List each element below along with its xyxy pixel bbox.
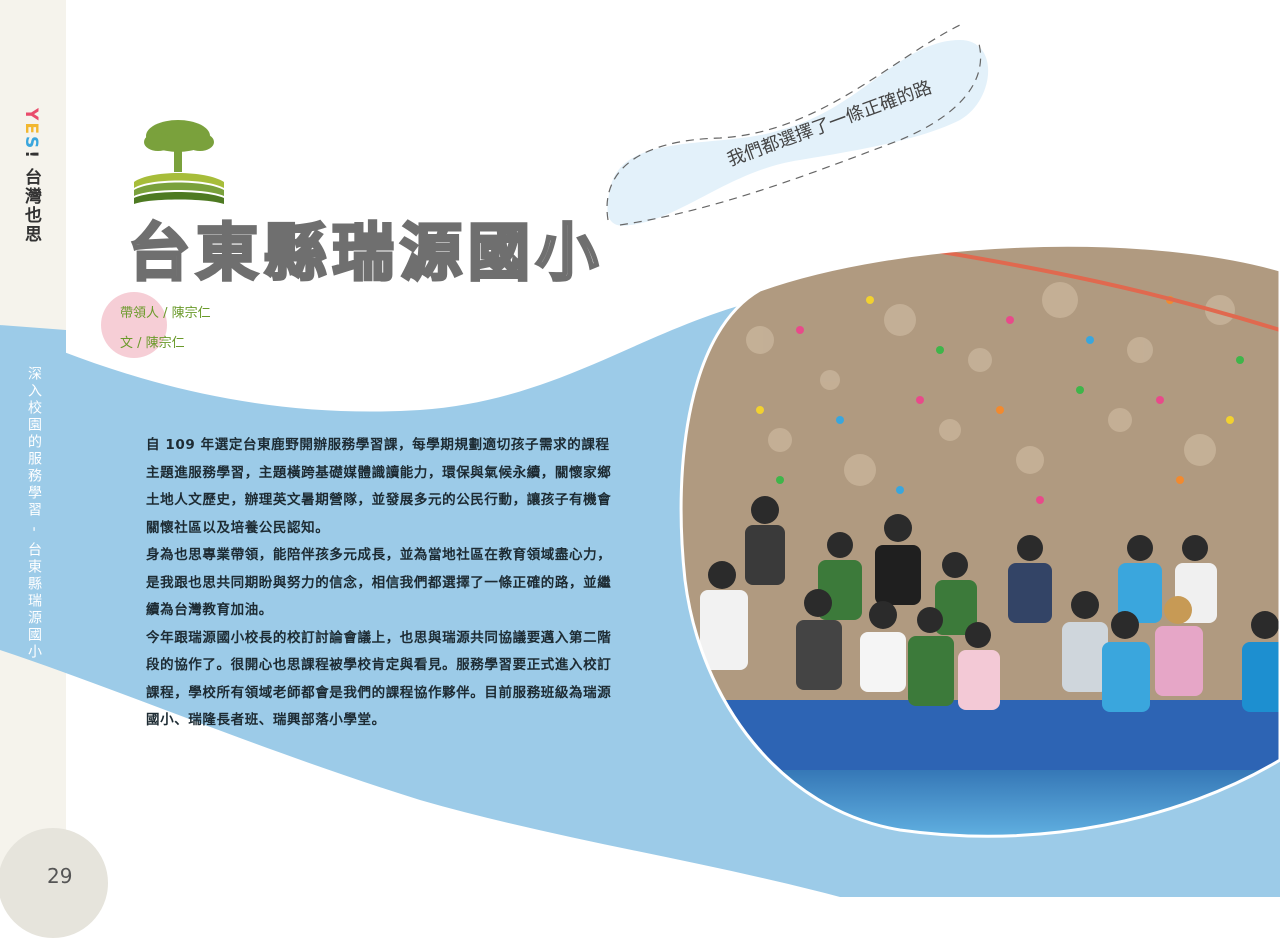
article-paragraph: 今年跟瑞源國小校長的校訂討論會議上，也思與瑞源共同協議要邁入第二階段的協作了。很… [146,629,612,729]
brand-letter-s: S [21,135,41,151]
page-title: 台東縣瑞源國小 [126,215,605,291]
brand-letter-y: Y [21,108,41,123]
article-paragraph: 自 109 年選定台東鹿野開辦服務學習課，每學期規劃適切孩子需求的課程主題進服務… [146,437,612,536]
page-number: 29 [47,864,73,888]
article-paragraph: 身為也思專業帶領，能陪伴孩多元成長，並為當地社區在教育領域盡心力，是我跟也思共同… [146,547,612,618]
brand-letter-e: E [21,122,41,136]
tree-logo-icon [134,120,224,204]
sidebar-section-title: 深入校園的服務學習 - 台東縣瑞源國小 [26,366,42,661]
credit-author: 文 / 陳宗仁 [120,336,185,351]
brand-rest: ! 台灣也思 [21,150,41,244]
article-body: 自 109 年選定台東鹿野開辦服務學習課，每學期規劃適切孩子需求的課程主題進服務… [146,432,616,735]
credit-leader: 帶領人 / 陳宗仁 [120,306,211,321]
credit-decoration [101,292,167,358]
sidebar-brand: YES! 台灣也思 [21,108,44,244]
ribbon-banner: 我們都選擇了一條正確的路 [606,24,989,226]
